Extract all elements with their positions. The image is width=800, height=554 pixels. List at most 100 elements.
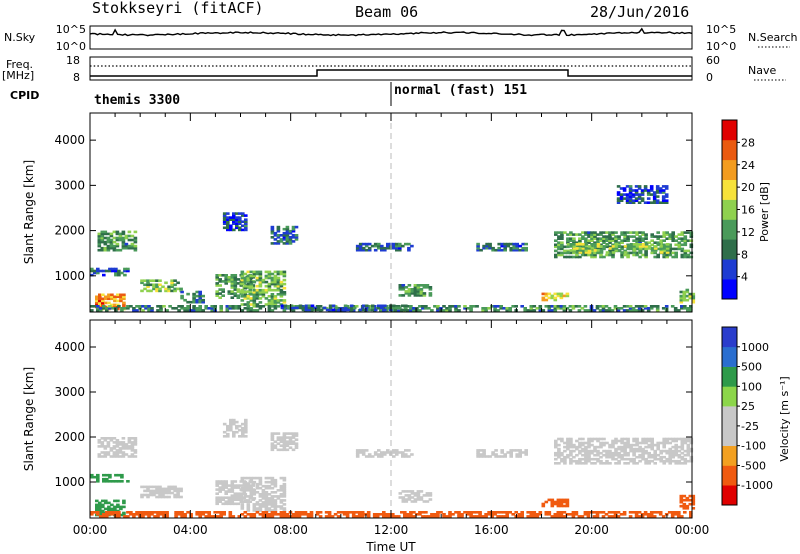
echo-cell <box>168 305 172 308</box>
echo-cell <box>210 305 214 308</box>
echo-cell <box>547 511 552 514</box>
echo-cell <box>617 249 622 252</box>
echo-cell <box>691 292 696 296</box>
echo-cell <box>425 284 430 287</box>
echo-cell <box>599 459 603 463</box>
echo-cell <box>632 245 637 248</box>
echo-cell <box>622 309 627 312</box>
echo-cell <box>291 234 296 237</box>
echo-cell <box>679 290 684 294</box>
echo-cell <box>127 455 132 458</box>
echo-cell <box>218 496 222 499</box>
echo-cell <box>103 246 108 250</box>
echo-cell <box>457 309 461 312</box>
echo-cell <box>608 249 612 253</box>
echo-cell <box>613 515 618 518</box>
echo-cell <box>361 308 366 312</box>
echo-cell <box>503 244 507 248</box>
echo-cell <box>241 220 245 223</box>
echo-cell <box>541 296 546 300</box>
echo-cell <box>584 247 589 250</box>
echo-cell <box>102 307 106 310</box>
echo-cell <box>243 276 248 280</box>
echo-cell <box>95 297 99 301</box>
echo-cell <box>385 307 389 310</box>
echo-cell <box>170 283 174 287</box>
echo-cell <box>401 455 405 458</box>
echo-cell <box>638 441 642 445</box>
echo-cell <box>226 216 230 219</box>
echo-cell <box>270 499 275 502</box>
colorbar-step <box>722 366 737 387</box>
echo-cell <box>680 443 685 447</box>
echo-cell <box>230 276 235 279</box>
echo-cell <box>671 455 675 459</box>
echo-cell <box>270 305 275 308</box>
echo-cell <box>404 306 408 310</box>
echo-cell <box>569 462 573 465</box>
echo-cell <box>428 292 433 295</box>
echo-cell <box>556 305 561 308</box>
echo-cell <box>560 241 564 244</box>
echo-cell <box>270 482 275 486</box>
echo-cell <box>149 485 153 489</box>
echo-cell <box>227 292 232 295</box>
echo-cell <box>658 513 663 516</box>
echo-cell <box>270 446 275 449</box>
echo-cell <box>261 493 266 496</box>
echo-cell <box>442 305 446 308</box>
echo-cell <box>505 309 509 312</box>
echo-cell <box>310 304 315 308</box>
echo-cell <box>659 245 664 248</box>
echo-cell <box>419 490 424 493</box>
echo-cell <box>355 451 360 454</box>
echo-cell <box>668 253 672 257</box>
echo-cell <box>608 253 612 257</box>
echo-cell <box>283 304 288 308</box>
echo-cell <box>238 424 242 428</box>
echo-cell <box>93 305 97 308</box>
echo-cell <box>132 513 136 516</box>
echo-cell <box>294 446 299 449</box>
echo-cell <box>406 309 410 312</box>
echo-cell <box>96 267 100 271</box>
echo-cell <box>261 278 266 282</box>
echo-cell <box>229 418 233 422</box>
echo-cell <box>291 448 296 452</box>
echo-cell <box>497 242 501 246</box>
echo-cell <box>683 249 688 253</box>
echo-cell <box>644 245 649 248</box>
echo-cell <box>469 513 473 516</box>
echo-cell <box>222 430 227 434</box>
echo-cell <box>488 242 492 246</box>
echo-cell <box>649 513 654 516</box>
echo-cell <box>632 239 636 242</box>
echo-cell <box>419 498 424 501</box>
echo-cell <box>497 246 501 250</box>
echo-cell <box>241 422 245 426</box>
echo-cell <box>158 485 162 489</box>
echo-cell <box>650 249 655 252</box>
echo-cell <box>105 269 109 273</box>
echo-cell <box>122 505 126 509</box>
echo-cell <box>101 499 105 503</box>
echo-cell <box>680 457 685 461</box>
echo-cell <box>192 298 196 302</box>
echo-cell <box>448 307 452 310</box>
echo-cell <box>626 245 631 248</box>
echo-cell <box>225 307 230 310</box>
echo-cell <box>661 197 666 200</box>
echo-cell <box>671 251 675 255</box>
echo-cell <box>518 451 522 454</box>
echo-cell <box>683 511 687 514</box>
echo-cell <box>132 307 136 310</box>
echo-cell <box>556 502 561 506</box>
echo-cell <box>647 439 651 443</box>
echo-cell <box>644 462 648 465</box>
echo-cell <box>135 305 139 308</box>
echo-cell <box>508 309 512 312</box>
echo-cell <box>683 239 688 242</box>
echo-cell <box>590 237 594 240</box>
echo-cell <box>229 426 233 430</box>
echo-cell <box>605 235 609 238</box>
